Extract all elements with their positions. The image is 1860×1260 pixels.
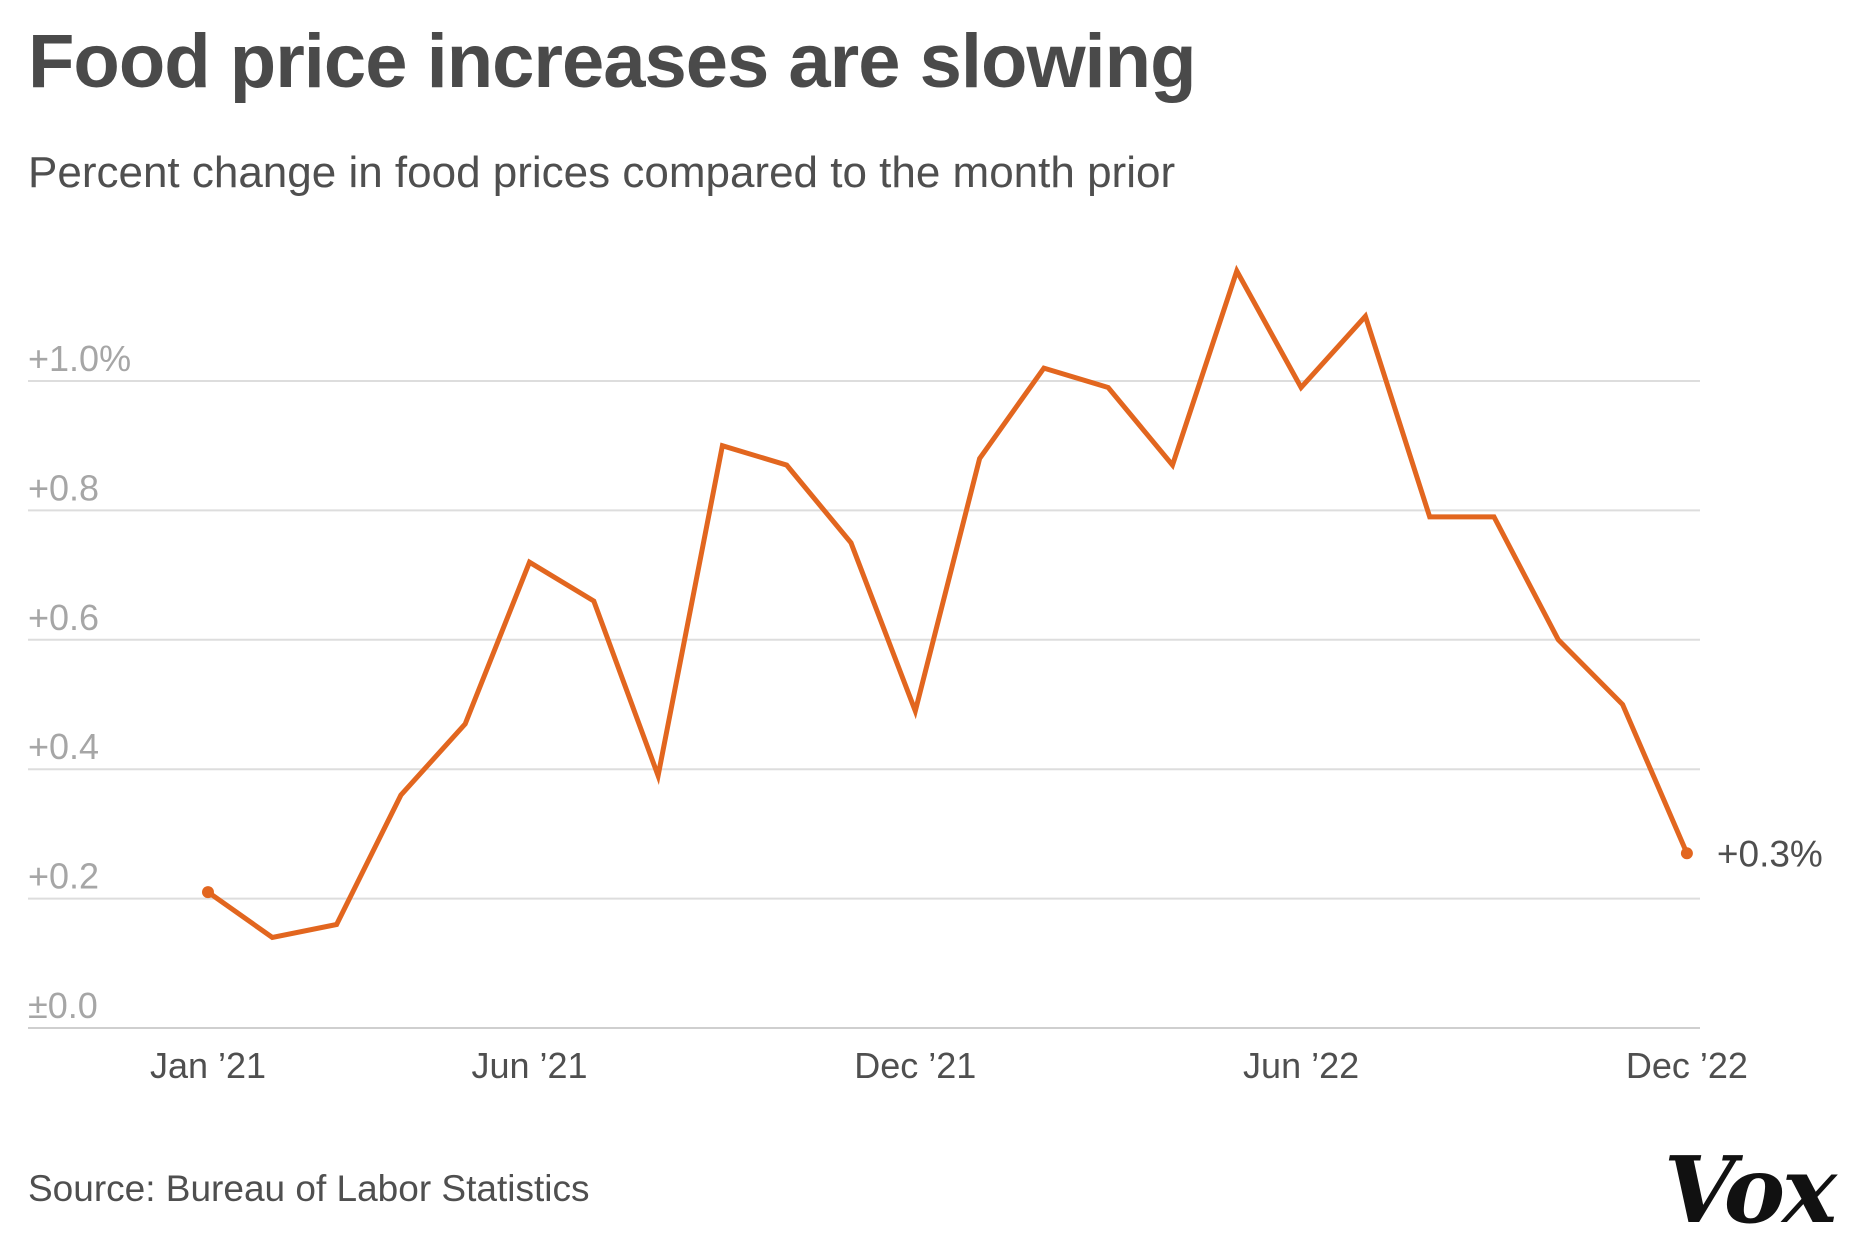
y-tick-label: ±0.0 bbox=[28, 985, 98, 1026]
y-tick-label: +1.0% bbox=[28, 338, 131, 379]
data-point-end bbox=[1680, 847, 1693, 860]
chart-title: Food price increases are slowing bbox=[28, 19, 1197, 104]
y-tick-label: +0.4 bbox=[28, 726, 99, 767]
y-tick-label: +0.2 bbox=[28, 856, 99, 897]
y-tick-label: +0.6 bbox=[28, 597, 99, 638]
x-tick-label: Jan ’21 bbox=[150, 1045, 266, 1086]
vox-logo: Vox bbox=[1663, 1136, 1837, 1244]
x-tick-label: Jun ’21 bbox=[471, 1045, 587, 1086]
line-chart: ±0.0 +0.2 +0.4 +0.6 +0.8 +1.0% Jan ’21 Jun ’21 D… bbox=[28, 264, 1823, 1086]
x-tick-label: Dec ’22 bbox=[1626, 1045, 1748, 1086]
x-tick-label: Dec ’21 bbox=[854, 1045, 976, 1086]
source-note: Source: Bureau of Labor Statistics bbox=[28, 1168, 590, 1209]
end-value-label: +0.3% bbox=[1717, 833, 1823, 874]
chart-subtitle: Percent change in food prices compared t… bbox=[28, 148, 1176, 197]
y-tick-label: +0.8 bbox=[28, 467, 99, 508]
data-point-start bbox=[202, 886, 214, 899]
x-tick-label: Jun ’22 bbox=[1243, 1045, 1359, 1086]
series-line bbox=[205, 264, 1690, 941]
